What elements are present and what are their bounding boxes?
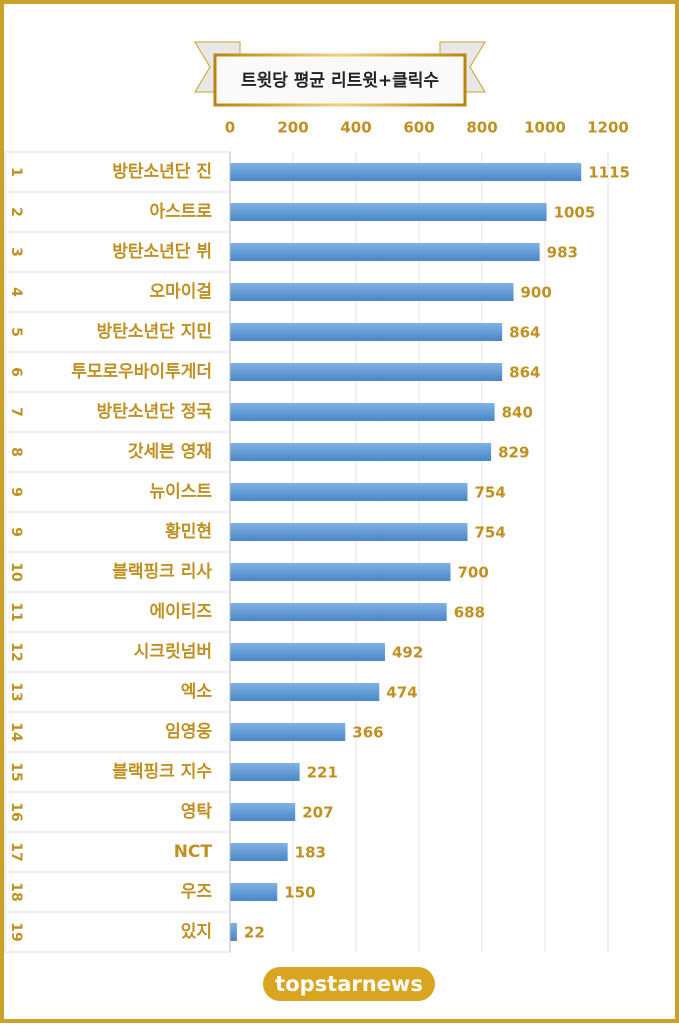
bar [230, 843, 288, 861]
rank-label: 18 [8, 882, 24, 901]
bar [230, 683, 380, 701]
x-tick-label: 0 [225, 119, 235, 137]
rank-label: 13 [8, 682, 24, 701]
value-label: 1115 [588, 164, 630, 182]
category-label: NCT [174, 842, 213, 862]
value-label: 221 [307, 764, 338, 782]
value-label: 754 [475, 484, 506, 502]
category-label: 황민현 [165, 522, 212, 542]
value-label: 150 [284, 884, 315, 902]
rank-label: 7 [8, 407, 24, 417]
bar [230, 803, 296, 821]
category-label: 시크릿넘버 [134, 642, 212, 662]
category-label: 오마이걸 [149, 282, 212, 302]
rank-label: 1 [8, 167, 24, 177]
bar [230, 883, 278, 901]
value-label: 366 [352, 724, 383, 742]
chart-title: 트윗당 평균 리트윗+클릭수 [241, 71, 439, 91]
category-label: 있지 [181, 922, 212, 942]
value-label: 983 [547, 244, 578, 262]
category-label: 영탁 [181, 802, 213, 822]
x-tick-label: 400 [340, 119, 371, 137]
x-tick-label: 1000 [524, 119, 566, 137]
footer: topstarnews [275, 972, 423, 996]
category-label: 블랙핑크 리사 [112, 562, 212, 582]
bar [230, 403, 495, 421]
footer-logo [263, 967, 435, 1001]
category-label: 방탄소년단 정국 [97, 402, 213, 422]
rank-label: 9 [8, 487, 24, 497]
category-label: 에이티즈 [149, 602, 212, 622]
value-label: 22 [244, 924, 265, 942]
category-label: 갓세븐 영재 [128, 442, 212, 462]
value-label: 754 [475, 524, 506, 542]
rank-label: 16 [8, 802, 24, 821]
rank-label: 4 [8, 287, 24, 297]
rank-label: 9 [8, 527, 24, 537]
rank-label: 5 [8, 327, 24, 337]
rank-label: 17 [8, 842, 24, 861]
bar [230, 923, 237, 941]
value-label: 700 [458, 564, 489, 582]
bar [230, 443, 492, 461]
rank-label: 8 [8, 447, 24, 457]
value-label: 900 [521, 284, 552, 302]
x-tick-label: 800 [466, 119, 497, 137]
category-label: 아스트로 [149, 202, 212, 222]
bar [230, 763, 300, 781]
category-label: 블랙핑크 지수 [112, 762, 212, 782]
value-label: 492 [392, 644, 423, 662]
rank-label: 2 [8, 207, 24, 217]
x-tick-label: 600 [403, 119, 434, 137]
bar [230, 363, 503, 381]
bar [230, 323, 503, 341]
value-label: 840 [502, 404, 533, 422]
rank-label: 11 [8, 602, 24, 621]
bar [230, 643, 385, 661]
x-tick-label: 200 [277, 119, 308, 137]
value-label: 1005 [554, 204, 596, 222]
bar [230, 723, 346, 741]
rank-label: 12 [8, 642, 24, 661]
value-label: 864 [509, 324, 540, 342]
rank-label: 3 [8, 247, 24, 257]
category-label: 우즈 [181, 882, 213, 902]
rank-label: 6 [8, 367, 24, 377]
category-label: 방탄소년단 뷔 [112, 242, 212, 262]
category-label: 방탄소년단 지민 [97, 322, 212, 342]
bar [230, 603, 447, 621]
value-label: 207 [302, 804, 333, 822]
category-label: 뉴이스트 [149, 482, 212, 502]
category-label: 엑소 [181, 682, 213, 702]
rank-label: 19 [8, 922, 24, 941]
value-label: 688 [454, 604, 485, 622]
bar [230, 563, 451, 581]
bar [230, 523, 468, 541]
rank-label: 14 [8, 722, 24, 742]
bar [230, 163, 582, 181]
category-label: 방탄소년단 진 [112, 162, 212, 182]
x-tick-label: 1200 [587, 119, 629, 137]
rank-label: 10 [8, 562, 24, 582]
bar [230, 243, 540, 261]
value-label: 183 [295, 844, 326, 862]
category-label: 임영웅 [165, 721, 212, 742]
bar [230, 483, 468, 501]
value-label: 864 [509, 364, 540, 382]
banner [194, 41, 486, 107]
bar [230, 203, 547, 221]
value-label: 829 [498, 444, 529, 462]
category-label: 투모로우바이투게더 [71, 362, 212, 382]
bar [230, 283, 514, 301]
rank-label: 15 [8, 762, 24, 781]
value-label: 474 [386, 684, 417, 702]
